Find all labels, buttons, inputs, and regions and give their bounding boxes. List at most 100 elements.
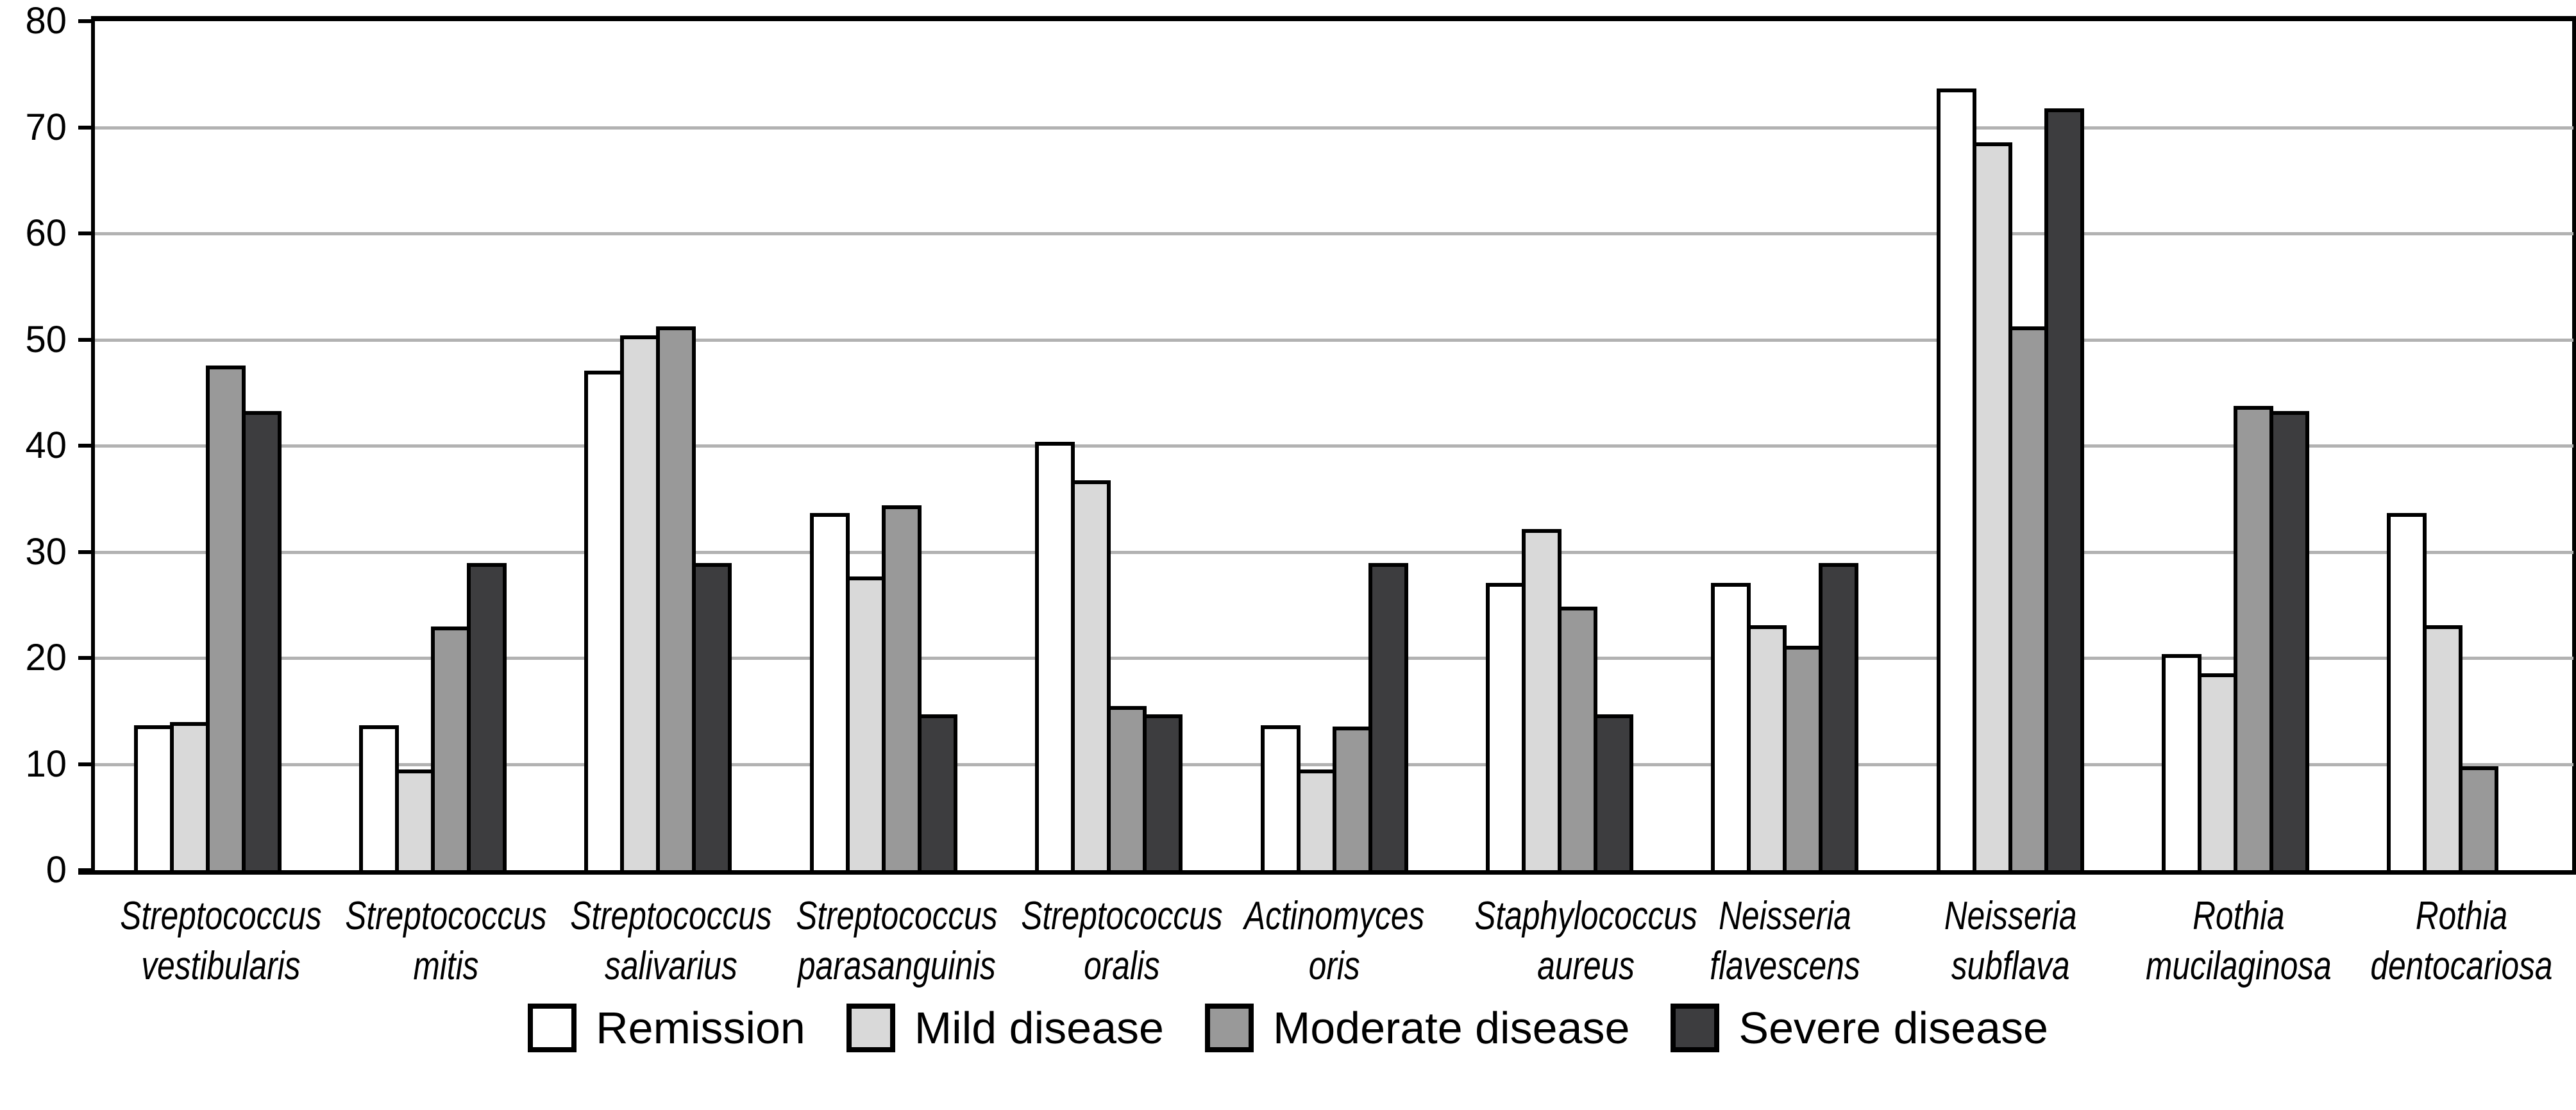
bar-mild-disease	[170, 722, 210, 870]
x-category-label-text: Rothia mucilaginosa	[2146, 894, 2332, 989]
bar-severe-disease	[2044, 108, 2084, 870]
x-category-label: Staphylococcus aureus	[1447, 891, 1697, 991]
x-category-label-text: Rothia dentocariosa	[2370, 894, 2553, 989]
x-category-label: Streptococcus mitis	[320, 891, 546, 991]
bar-moderate-disease	[2008, 326, 2048, 870]
bar-remission	[1035, 442, 1075, 870]
bar-remission	[2162, 654, 2201, 870]
x-category-label: Streptococcus vestibularis	[95, 891, 321, 991]
plot-top-border	[91, 16, 2576, 21]
y-tick-10	[78, 762, 95, 766]
bar-severe-disease	[2269, 411, 2309, 870]
legend-item-remission: Remission	[528, 1002, 805, 1054]
plot-right-border	[2572, 16, 2576, 875]
y-tick-label-80: 80	[25, 0, 67, 42]
x-category-label-text: Neisseria subflava	[1944, 894, 2077, 989]
bar-mild-disease	[846, 576, 886, 870]
x-category-label: Neisseria flavescens	[1672, 891, 1898, 991]
legend-swatch-icon	[1204, 1004, 1254, 1052]
y-tick-label-50: 50	[25, 318, 67, 360]
bar-remission	[1486, 583, 1526, 870]
bar-moderate-disease	[1107, 706, 1147, 870]
x-category-label: Rothia dentocariosa	[2348, 891, 2573, 991]
bar-severe-disease	[692, 563, 732, 870]
y-tick-80	[78, 19, 95, 23]
gridline-50	[95, 338, 2573, 342]
bar-severe-disease	[1143, 714, 1183, 870]
legend-swatch-icon	[846, 1004, 895, 1052]
bar-moderate-disease	[431, 626, 471, 870]
bar-mild-disease	[1747, 625, 1787, 870]
bar-mild-disease	[2423, 625, 2462, 870]
x-axis-line	[78, 870, 2576, 875]
legend-label: Mild disease	[914, 1003, 1164, 1053]
y-tick-70	[78, 125, 95, 130]
bar-mild-disease	[395, 769, 435, 870]
legend-item-severe-disease: Severe disease	[1671, 1002, 2048, 1054]
gridline-40	[95, 444, 2573, 448]
bar-remission	[1261, 725, 1301, 870]
bar-remission	[2387, 513, 2427, 870]
bar-moderate-disease	[2459, 766, 2498, 870]
x-category-label-text: Streptococcus vestibularis	[120, 894, 322, 989]
bar-moderate-disease	[1783, 646, 1823, 870]
x-category-label: Streptococcus oralis	[996, 891, 1222, 991]
bar-mild-disease	[2198, 673, 2237, 870]
bar-mild-disease	[1297, 769, 1336, 870]
y-tick-50	[78, 337, 95, 342]
bar-severe-disease	[1368, 563, 1408, 870]
legend-item-mild-disease: Mild disease	[846, 1002, 1164, 1054]
bar-remission	[810, 513, 850, 870]
legend-label: Moderate disease	[1272, 1003, 1630, 1053]
x-category-label-text: Streptococcus parasanguinis	[796, 894, 998, 989]
y-tick-label-30: 30	[25, 530, 67, 573]
bar-moderate-disease	[882, 505, 922, 870]
bar-moderate-disease	[656, 326, 696, 870]
y-tick-0	[78, 868, 95, 872]
x-category-label: Neisseria subflava	[1898, 891, 2123, 991]
bar-mild-disease	[620, 335, 660, 870]
legend-item-moderate-disease: Moderate disease	[1204, 1002, 1630, 1054]
legend: Remission Mild disease Moderate disease Sev…	[0, 993, 2576, 1063]
gridline-60	[95, 232, 2573, 235]
bar-moderate-disease	[1558, 607, 1597, 870]
legend-label: Severe disease	[1738, 1003, 2048, 1053]
bar-severe-disease	[1594, 714, 1633, 870]
x-category-label-text: Streptococcus salivarius	[570, 894, 772, 989]
bar-remission	[1711, 583, 1751, 870]
legend-swatch-icon	[528, 1004, 577, 1052]
bar-remission	[134, 725, 174, 870]
bar-remission	[584, 371, 624, 870]
bar-moderate-disease	[206, 366, 246, 870]
y-tick-30	[78, 550, 95, 554]
x-category-label-text: Streptococcus mitis	[345, 894, 547, 989]
y-tick-label-60: 60	[25, 212, 67, 254]
x-category-label: Rothia mucilaginosa	[2123, 891, 2348, 991]
y-tick-label-70: 70	[25, 106, 67, 148]
bar-mild-disease	[1522, 529, 1562, 870]
legend-swatch-icon	[1671, 1004, 1720, 1052]
bar-severe-disease	[467, 563, 507, 870]
bar-severe-disease	[1819, 563, 1858, 870]
bar-moderate-disease	[2234, 406, 2273, 870]
bar-mild-disease	[1973, 142, 2012, 870]
bar-severe-disease	[242, 411, 282, 870]
y-tick-label-20: 20	[25, 637, 67, 678]
bar-remission	[359, 725, 399, 870]
y-tick-label-0: 0	[46, 849, 67, 891]
x-category-label-text: Neisseria flavescens	[1709, 894, 1860, 989]
x-category-label-text: Staphylococcus aureus	[1474, 894, 1697, 989]
bar-remission	[1937, 88, 1976, 870]
y-tick-label-40: 40	[25, 425, 67, 466]
x-category-label: Streptococcus parasanguinis	[771, 891, 997, 991]
x-category-label: Actinomyces oris	[1222, 891, 1447, 991]
x-category-label-text: Streptococcus oralis	[1021, 894, 1223, 989]
y-tick-60	[78, 231, 95, 235]
bar-mild-disease	[1071, 480, 1111, 870]
y-tick-40	[78, 444, 95, 448]
gridline-30	[95, 550, 2573, 554]
bar-moderate-disease	[1333, 727, 1372, 870]
y-tick-label-10: 10	[25, 743, 67, 785]
y-tick-20	[78, 656, 95, 660]
